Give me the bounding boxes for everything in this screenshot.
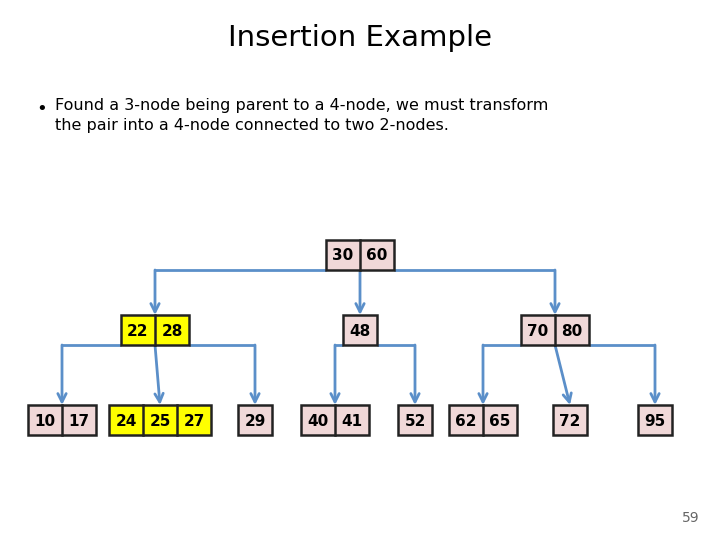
Bar — [121, 315, 189, 345]
Text: 52: 52 — [405, 414, 426, 429]
Text: Insertion Example: Insertion Example — [228, 24, 492, 52]
Bar — [28, 405, 96, 435]
Text: 30: 30 — [333, 248, 354, 264]
Text: 29: 29 — [244, 414, 266, 429]
Bar — [326, 240, 394, 270]
Bar — [238, 405, 272, 435]
Text: 41: 41 — [341, 414, 363, 429]
Bar — [343, 315, 377, 345]
Bar — [553, 405, 587, 435]
Text: 62: 62 — [455, 414, 477, 429]
Text: 60: 60 — [366, 248, 387, 264]
Text: 25: 25 — [149, 414, 171, 429]
Bar — [521, 315, 589, 345]
Text: 22: 22 — [127, 323, 149, 339]
Text: 27: 27 — [184, 414, 204, 429]
Text: the pair into a 4-node connected to two 2-nodes.: the pair into a 4-node connected to two … — [55, 118, 449, 133]
Text: 80: 80 — [562, 323, 582, 339]
Text: 70: 70 — [527, 323, 549, 339]
Text: 65: 65 — [490, 414, 510, 429]
Text: 48: 48 — [349, 323, 371, 339]
Text: 24: 24 — [115, 414, 137, 429]
Text: Found a 3-node being parent to a 4-node, we must transform: Found a 3-node being parent to a 4-node,… — [55, 98, 549, 113]
Bar — [301, 405, 369, 435]
Bar — [398, 405, 432, 435]
Bar — [109, 405, 211, 435]
Text: 59: 59 — [683, 511, 700, 525]
Bar — [638, 405, 672, 435]
Text: •: • — [37, 100, 48, 118]
Text: 40: 40 — [307, 414, 328, 429]
Text: 72: 72 — [559, 414, 581, 429]
Text: 10: 10 — [35, 414, 55, 429]
Text: 17: 17 — [68, 414, 89, 429]
Text: 95: 95 — [644, 414, 665, 429]
Bar — [449, 405, 517, 435]
Text: 28: 28 — [161, 323, 183, 339]
